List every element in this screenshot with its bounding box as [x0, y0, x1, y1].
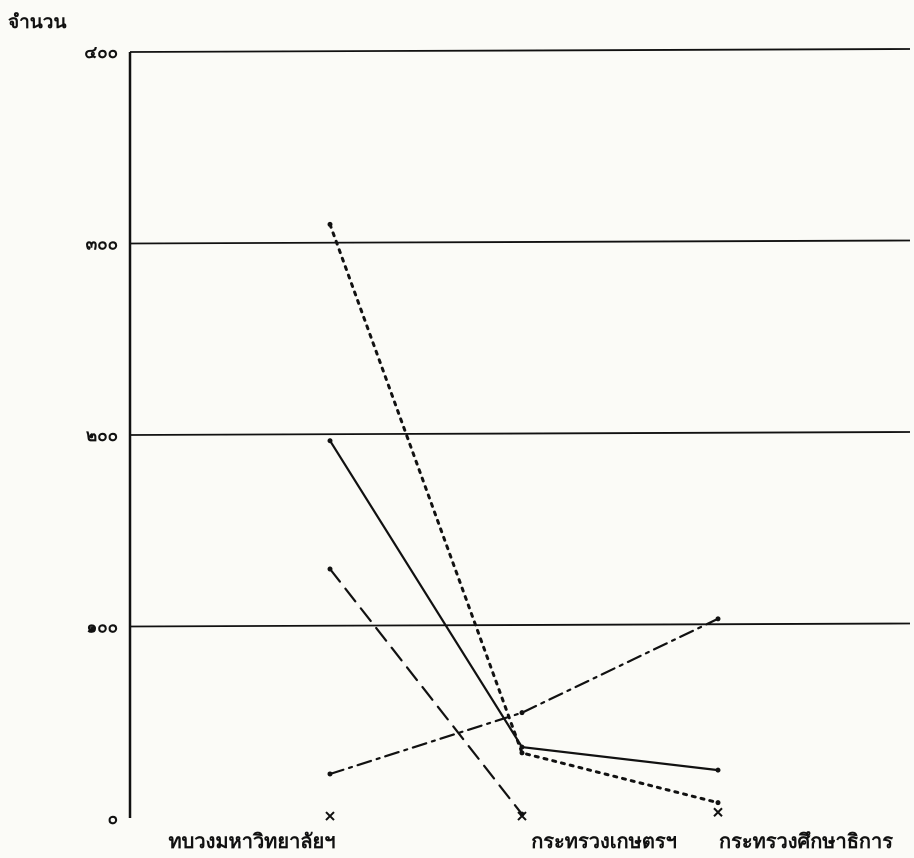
gridline-400	[129, 48, 911, 53]
y-tick-label: ๐	[108, 809, 118, 829]
data-point-marker	[325, 811, 335, 821]
data-point	[519, 750, 525, 756]
x-axis-categories: ทบวงมหาวิทยาลัยฯ กระทรวงเกษตรฯ กระทรวงศึกษ…	[168, 829, 893, 853]
gridlines	[129, 48, 911, 628]
data-point	[519, 710, 525, 716]
data-point-marker	[713, 807, 723, 817]
x-category-label: กระทรวงศึกษาธิการ	[719, 829, 893, 853]
x-category-label: ทบวงมหาวิทยาลัยฯ	[168, 829, 335, 853]
data-point	[327, 566, 333, 572]
gridline-200	[129, 431, 911, 436]
data-point	[327, 221, 333, 227]
y-tick-label: ๔๐๐	[84, 43, 118, 63]
series-markers	[325, 221, 723, 821]
y-axis-title: จำนวน	[8, 11, 66, 33]
gridline-100	[129, 622, 911, 628]
data-point	[715, 800, 721, 806]
x-category-label: กระทรวงเกษตรฯ	[531, 829, 677, 853]
data-point-marker	[517, 811, 527, 821]
data-point	[715, 616, 721, 622]
gridline-300	[129, 239, 911, 245]
y-tick-label: ๑๐๐	[86, 618, 118, 638]
y-tick-label: ๒๐๐	[86, 426, 118, 446]
data-point	[327, 438, 333, 444]
series-line-dash-dot	[328, 617, 720, 776]
y-axis-ticks: ๐ ๑๐๐ ๒๐๐ ๓๐๐ ๔๐๐	[84, 43, 118, 829]
data-point	[715, 767, 721, 773]
data-point	[327, 771, 333, 777]
series-line-dashed	[328, 567, 524, 816]
y-tick-label: ๓๐๐	[86, 235, 118, 255]
data-point	[519, 744, 525, 750]
